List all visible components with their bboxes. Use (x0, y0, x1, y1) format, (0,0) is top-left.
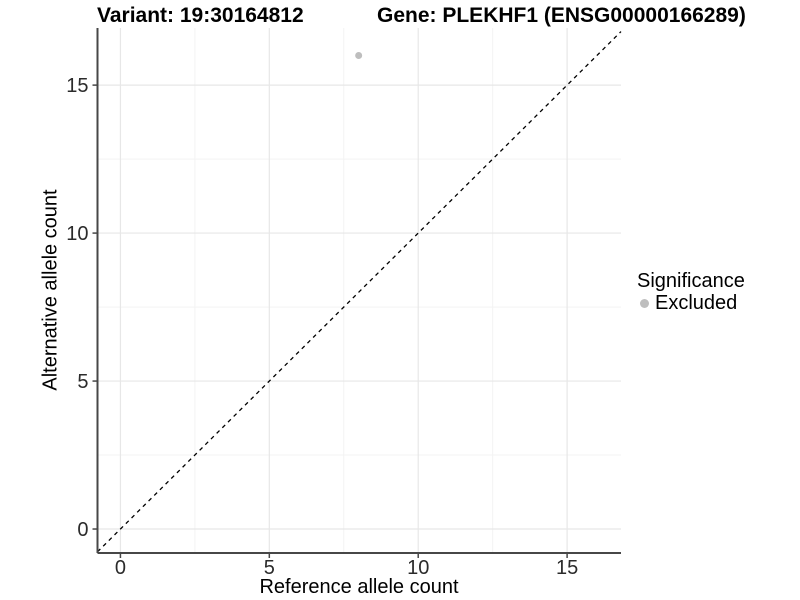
data-point (355, 52, 363, 60)
y-tick-label: 5 (77, 371, 88, 393)
identity-line (97, 31, 622, 553)
legend-title: Significance (637, 270, 745, 292)
legend-item-excluded: Excluded (637, 292, 745, 314)
y-axis-title: Alternative allele count (39, 189, 62, 391)
legend: Significance Excluded (637, 270, 745, 314)
y-tick-label: 15 (66, 75, 88, 97)
x-axis-title: Reference allele count (259, 576, 459, 598)
y-tick-label: 0 (77, 519, 88, 541)
plot-title-variant: Variant: 19:30164812 (97, 4, 304, 27)
x-tick-label: 0 (115, 557, 126, 579)
legend-item-label: Excluded (655, 291, 738, 314)
legend-point-icon (640, 298, 649, 308)
y-tick-label: 10 (66, 223, 88, 245)
x-tick-label: 5 (264, 557, 275, 579)
x-tick-label: 15 (556, 557, 578, 579)
x-tick-label: 10 (407, 557, 429, 579)
plot-title-gene: Gene: PLEKHF1 (ENSG00000166289) (377, 4, 746, 27)
